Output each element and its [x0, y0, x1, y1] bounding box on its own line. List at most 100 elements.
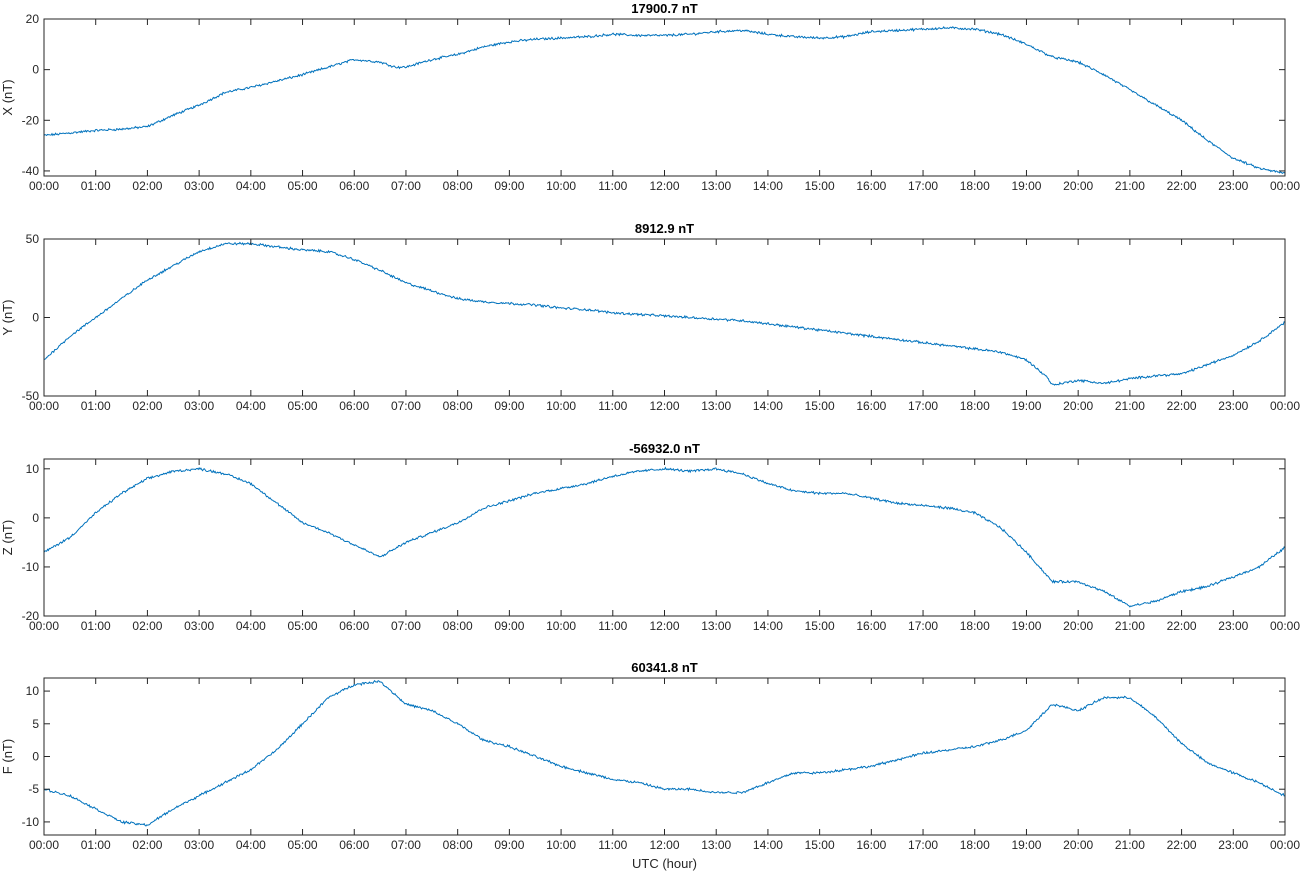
x-tick-label: 22:00 — [1167, 399, 1197, 413]
x-tick-label: 09:00 — [494, 838, 524, 852]
x-tick-label: 07:00 — [391, 619, 421, 633]
x-tick-label: 12:00 — [649, 619, 679, 633]
x-tick-label: 18:00 — [960, 838, 990, 852]
x-tick-label: 07:00 — [391, 399, 421, 413]
axes-box — [43, 458, 1286, 617]
x-tick-label: 09:00 — [494, 619, 524, 633]
x-tick-label: 09:00 — [494, 179, 524, 193]
x-tick-label: 05:00 — [288, 399, 318, 413]
x-tick-label: 16:00 — [856, 619, 886, 633]
x-tick-label: 19:00 — [1011, 179, 1041, 193]
y-tick-label: 5 — [32, 717, 39, 731]
x-tick-label: 03:00 — [184, 619, 214, 633]
x-tick-label: 18:00 — [960, 399, 990, 413]
x-tick-label: 11:00 — [598, 179, 627, 193]
x-tick-label: 18:00 — [960, 619, 990, 633]
x-tick-label: 15:00 — [805, 838, 835, 852]
x-tick-label: 21:00 — [1115, 179, 1145, 193]
x-tick-label: 09:00 — [494, 399, 524, 413]
x-tick-label: 23:00 — [1218, 838, 1248, 852]
x-tick-label: 10:00 — [546, 838, 576, 852]
x-tick-label: 05:00 — [288, 619, 318, 633]
x-tick-label: 06:00 — [339, 838, 369, 852]
axes-box — [43, 18, 1286, 177]
x-tick-label: 10:00 — [546, 619, 576, 633]
x-tick-label: 00:00 — [1270, 399, 1300, 413]
x-tick-label: 03:00 — [184, 399, 214, 413]
x-tick-label: 01:00 — [81, 399, 111, 413]
x-tick-label: 12:00 — [649, 179, 679, 193]
y-tick-label: -50 — [22, 389, 40, 403]
y-axis-label: F (nT) — [0, 739, 15, 774]
x-tick-label: 06:00 — [339, 619, 369, 633]
x-tick-label: 22:00 — [1167, 619, 1197, 633]
x-tick-label: 20:00 — [1063, 838, 1093, 852]
panel-f: 00:00 01:00 02:00 03:00 04:00 05:00 06:00 07:00… — [0, 660, 1300, 852]
x-tick-label: 03:00 — [184, 179, 214, 193]
x-tick-label: 14:00 — [753, 838, 783, 852]
x-tick-label: 08:00 — [443, 619, 473, 633]
x-tick-label: 15:00 — [805, 399, 835, 413]
x-tick-label: 17:00 — [908, 399, 938, 413]
y-axis-label: Y (nT) — [0, 300, 15, 336]
x-tick-label: 00:00 — [29, 838, 59, 852]
x-tick-label: 14:00 — [753, 399, 783, 413]
x-tick-label: 08:00 — [443, 399, 473, 413]
panel-z: 00:00 01:00 02:00 03:00 04:00 05:00 06:00 07:00… — [0, 441, 1300, 633]
y-tick-label: -10 — [22, 560, 40, 574]
x-tick-label: 11:00 — [598, 619, 627, 633]
panel-x: 00:00 01:00 02:00 03:00 04:00 05:00 06:00 07:00… — [0, 1, 1300, 193]
x-tick-label: 04:00 — [236, 838, 266, 852]
y-tick-label: 0 — [32, 311, 39, 325]
x-tick-label: 07:00 — [391, 838, 421, 852]
x-tick-label: 02:00 — [132, 179, 162, 193]
x-tick-label: 19:00 — [1011, 619, 1041, 633]
axes-box — [43, 677, 1286, 836]
x-tick-label: 05:00 — [288, 838, 318, 852]
x-tick-label: 22:00 — [1167, 838, 1197, 852]
y-tick-label: 0 — [32, 63, 39, 77]
y-axis-label: X (nT) — [0, 79, 15, 115]
y-axis-label: Z (nT) — [0, 520, 15, 555]
x-tick-label: 00:00 — [1270, 179, 1300, 193]
series-line — [44, 679, 1285, 827]
x-tick-label: 15:00 — [805, 619, 835, 633]
x-tick-label: 00:00 — [29, 399, 59, 413]
x-tick-label: 08:00 — [443, 179, 473, 193]
x-tick-label: 06:00 — [339, 179, 369, 193]
x-tick-label: 13:00 — [701, 179, 731, 193]
x-tick-label: 11:00 — [598, 838, 627, 852]
x-tick-label: 20:00 — [1063, 399, 1093, 413]
y-tick-label: -20 — [22, 609, 40, 623]
x-tick-label: 23:00 — [1218, 619, 1248, 633]
x-tick-label: 21:00 — [1115, 619, 1145, 633]
y-tick-label: 0 — [32, 511, 39, 525]
y-tick-label: 20 — [26, 12, 40, 26]
y-tick-label: 0 — [32, 750, 39, 764]
x-tick-label: 13:00 — [701, 399, 731, 413]
x-tick-label: 10:00 — [546, 399, 576, 413]
x-tick-label: 17:00 — [908, 619, 938, 633]
x-tick-label: 17:00 — [908, 838, 938, 852]
x-tick-label: 15:00 — [805, 179, 835, 193]
x-tick-label: 13:00 — [701, 619, 731, 633]
x-tick-label: 01:00 — [81, 179, 111, 193]
y-tick-label: 10 — [26, 684, 40, 698]
panel-title: 60341.8 nT — [631, 660, 698, 675]
x-tick-label: 23:00 — [1218, 399, 1248, 413]
x-tick-label: 17:00 — [908, 179, 938, 193]
x-tick-label: 01:00 — [81, 619, 111, 633]
x-tick-label: 12:00 — [649, 838, 679, 852]
x-tick-label: 21:00 — [1115, 838, 1145, 852]
x-tick-label: 00:00 — [29, 619, 59, 633]
y-tick-label: -10 — [22, 815, 40, 829]
y-tick-label: 10 — [26, 462, 40, 476]
x-tick-label: 22:00 — [1167, 179, 1197, 193]
x-tick-label: 00:00 — [29, 179, 59, 193]
x-tick-label: 06:00 — [339, 399, 369, 413]
x-tick-label: 00:00 — [1270, 838, 1300, 852]
x-tick-label: 02:00 — [132, 619, 162, 633]
x-tick-label: 02:00 — [132, 399, 162, 413]
y-tick-label: 50 — [26, 232, 40, 246]
x-tick-label: 08:00 — [443, 838, 473, 852]
